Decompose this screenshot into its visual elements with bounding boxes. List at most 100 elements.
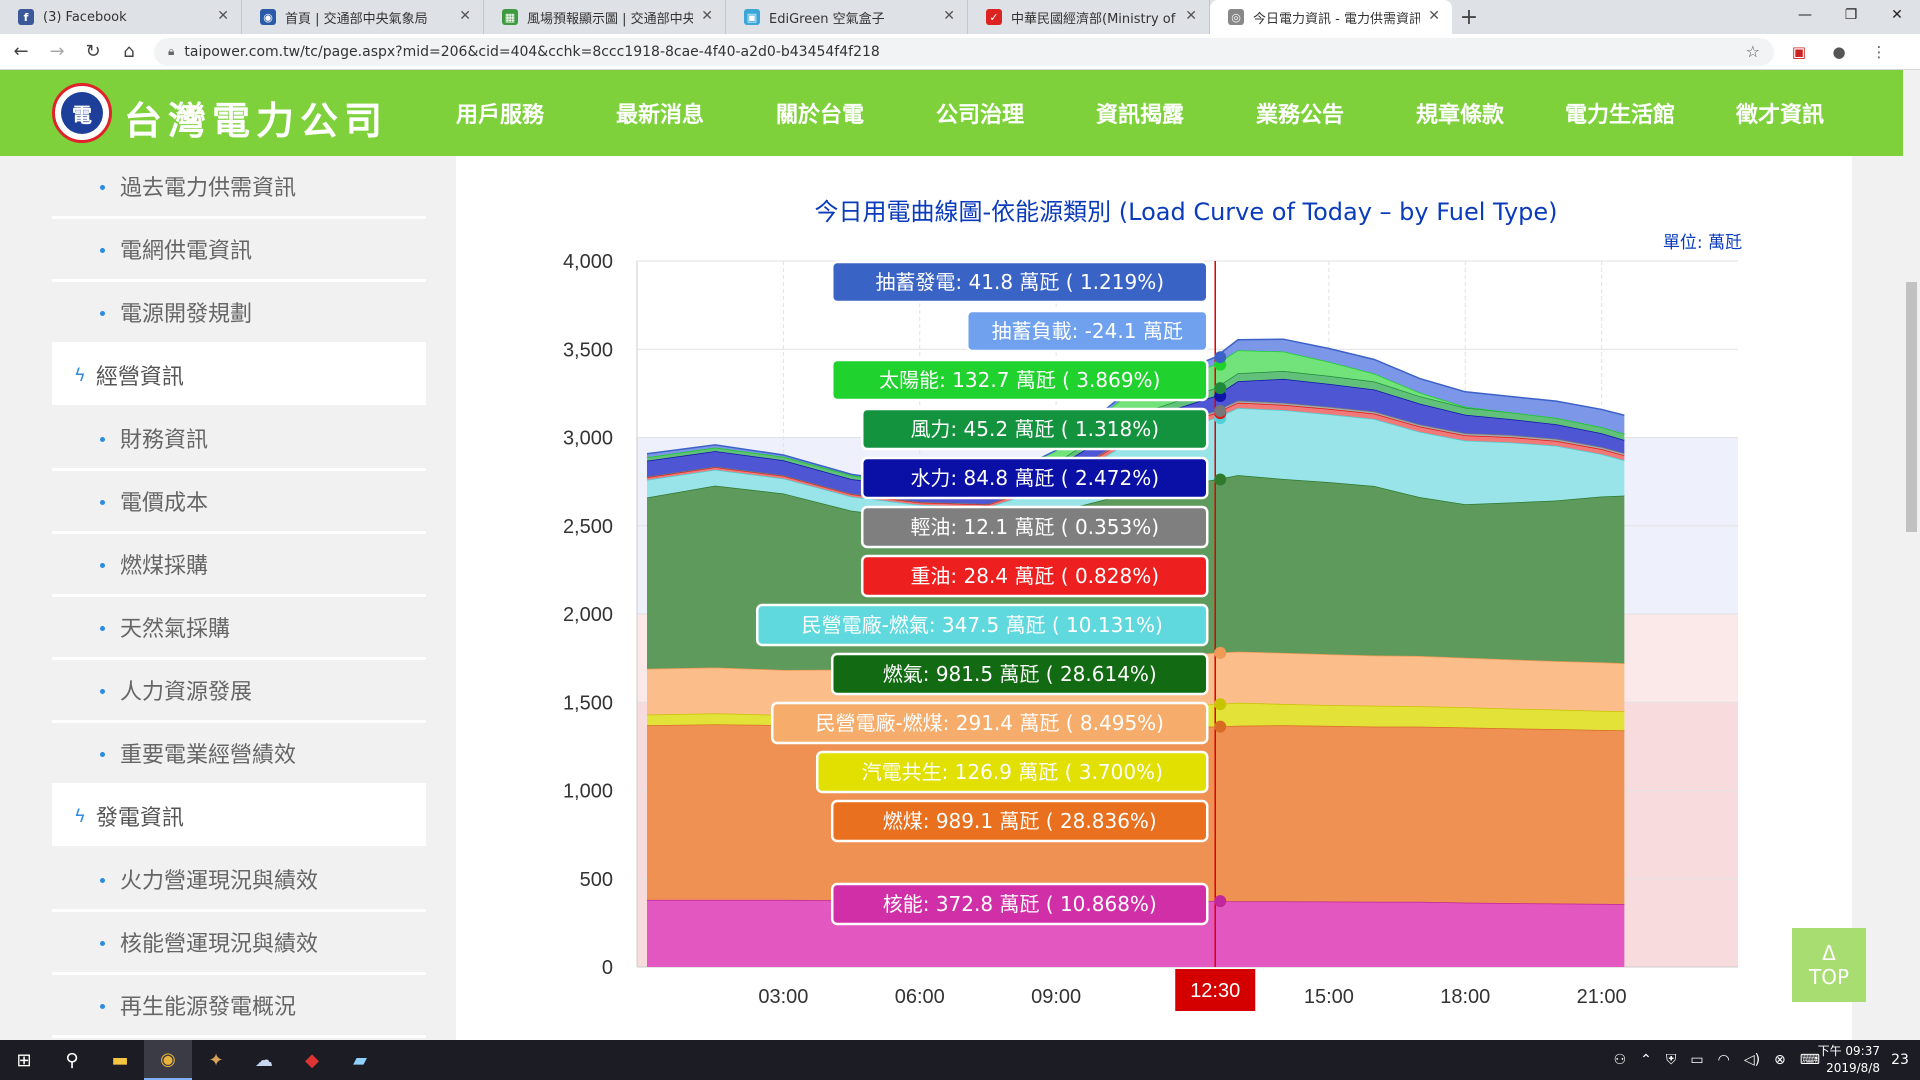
- home-icon[interactable]: ⌂: [123, 41, 135, 62]
- lock-icon[interactable]: 🔒︎: [168, 44, 175, 58]
- y-tick-label: 500: [580, 869, 613, 891]
- cursor-marker: [1214, 646, 1227, 659]
- window-controls: — ❐ ✕: [1782, 0, 1920, 30]
- airbox-icon: ▣: [744, 9, 760, 25]
- y-tick-label: 2,500: [563, 516, 613, 538]
- tab-close-icon[interactable]: ✕: [701, 8, 713, 24]
- scrollbar-thumb[interactable]: [1906, 282, 1917, 532]
- back-to-top-button[interactable]: Δ TOP: [1792, 928, 1866, 1002]
- close-window-icon[interactable]: ✕: [1891, 7, 1903, 23]
- bullet-icon: [100, 752, 105, 757]
- sidebar-item[interactable]: 電價成本: [52, 471, 426, 534]
- sidebar-item[interactable]: 財務資訊: [52, 408, 426, 471]
- app-notes-icon[interactable]: ▰: [353, 1049, 367, 1071]
- main-nav-item[interactable]: 徵才資訊: [1735, 103, 1824, 128]
- sidebar-category[interactable]: ϟ 經營資訊: [52, 345, 426, 408]
- taipower-logo[interactable]: 電: [52, 83, 112, 143]
- sidebar-item[interactable]: 人力資源發展: [52, 660, 426, 723]
- main-nav-item[interactable]: 電力生活館: [1564, 103, 1675, 128]
- sidebar-item[interactable]: 再生能源發電概況: [52, 975, 426, 1038]
- tooltip-box: [860, 554, 1209, 598]
- tooltip-label: 民營電廠-燃氣: 347.5 萬瓩 ( 10.131%): [802, 613, 1163, 637]
- page-scrollbar[interactable]: [1903, 70, 1920, 1040]
- file-explorer-icon[interactable]: ▬: [111, 1049, 129, 1071]
- menu-kebab-icon[interactable]: ⋮: [1871, 42, 1887, 61]
- new-tab-button[interactable]: +: [1459, 4, 1479, 30]
- browser-tab[interactable]: f (3) Facebook ✕: [0, 0, 242, 34]
- reload-icon[interactable]: ↻: [85, 41, 101, 62]
- tab-close-icon[interactable]: ✕: [459, 8, 471, 24]
- main-nav-item[interactable]: 業務公告: [1255, 103, 1344, 128]
- bolt-icon: ϟ: [74, 805, 86, 827]
- tooltip-label: 太陽能: 132.7 萬瓩 ( 3.869%): [879, 368, 1160, 392]
- app-cloud-icon[interactable]: ☁: [255, 1049, 273, 1071]
- tab-close-icon[interactable]: ✕: [217, 8, 229, 24]
- tray-expand-icon[interactable]: ⌃: [1640, 1052, 1652, 1068]
- forward-icon[interactable]: →: [49, 41, 65, 62]
- windows-start-icon[interactable]: ⊞: [16, 1049, 32, 1071]
- browser-tab[interactable]: ▣ EdiGreen 空氣盒子 ✕: [726, 0, 968, 34]
- tab-title: 風場預報顯示圖 | 交通部中央氣: [527, 11, 693, 27]
- extension-icon[interactable]: ▣: [1791, 42, 1807, 61]
- tab-close-icon[interactable]: ✕: [943, 8, 955, 24]
- people-icon[interactable]: ⚇: [1613, 1052, 1627, 1068]
- cursor-marker: [1214, 382, 1227, 395]
- browser-tab[interactable]: ◉ 首頁 | 交通部中央氣象局 ✕: [242, 0, 484, 34]
- sidebar-item[interactable]: 電網供電資訊: [52, 219, 426, 282]
- tooltip-box: [830, 652, 1209, 696]
- tooltip-label: 抽蓄負載: -24.1 萬瓩: [992, 319, 1183, 343]
- tooltip-box: [815, 750, 1209, 794]
- url-bar[interactable]: 🔒︎ taipower.com.tw/tc/page.aspx?mid=206&…: [154, 37, 1774, 66]
- sidebar-item[interactable]: 核能營運現況與績效: [52, 912, 426, 975]
- security-icon[interactable]: ⛨: [1665, 1052, 1677, 1068]
- wifi-icon[interactable]: ◠: [1717, 1052, 1730, 1068]
- main-nav-item[interactable]: 規章條款: [1415, 103, 1504, 128]
- cursor-marker: [1214, 351, 1227, 364]
- app-fox-icon[interactable]: ✦: [208, 1049, 224, 1071]
- minimize-icon[interactable]: —: [1798, 7, 1812, 23]
- y-tick-label: 0: [602, 957, 613, 979]
- main-nav-item[interactable]: 公司治理: [935, 103, 1024, 128]
- sidebar-item[interactable]: 電源開發規劃: [52, 282, 426, 345]
- tooltip-box: [860, 407, 1209, 451]
- volume-icon[interactable]: ◁): [1743, 1052, 1761, 1068]
- tooltip-box: [860, 456, 1209, 500]
- tab-strip: f (3) Facebook ✕ ◉ 首頁 | 交通部中央氣象局 ✕ ▦ 風場預報顯示圖 | …: [0, 0, 1452, 34]
- y-tick-label: 2,000: [563, 604, 613, 626]
- sidebar-item[interactable]: 重要電業經營績效: [52, 723, 426, 786]
- maximize-icon[interactable]: ❐: [1844, 7, 1858, 23]
- main-nav-item[interactable]: 最新消息: [615, 103, 704, 128]
- tab-close-icon[interactable]: ✕: [1428, 8, 1440, 24]
- main-nav-item[interactable]: 用戶服務: [455, 103, 544, 128]
- notification-icon[interactable]: 23: [1886, 1046, 1914, 1074]
- sidebar-item[interactable]: 過去電力供需資訊: [52, 156, 426, 219]
- taskbar-clock[interactable]: 下午 09:37 2019/8/8: [1818, 1043, 1880, 1077]
- x-tick-label: 15:00: [1304, 986, 1354, 1008]
- browser-tab[interactable]: ✓ 中華民國經濟部(Ministry of Eco ✕: [968, 0, 1210, 34]
- cursor-marker: [1214, 895, 1227, 908]
- battery-icon[interactable]: ▭: [1690, 1052, 1704, 1068]
- bookmark-star-icon[interactable]: ☆: [1745, 41, 1760, 61]
- cursor-marker: [1214, 698, 1227, 711]
- profile-avatar-icon[interactable]: ●: [1832, 42, 1846, 61]
- tab-close-icon[interactable]: ✕: [1185, 8, 1197, 24]
- browser-tab[interactable]: ◎ 今日電力資訊 - 電力供需資訊 - ✕: [1210, 0, 1452, 34]
- back-icon[interactable]: ←: [13, 41, 29, 62]
- sidebar-category[interactable]: ϟ 發電資訊: [52, 786, 426, 849]
- browser-tab[interactable]: ▦ 風場預報顯示圖 | 交通部中央氣 ✕: [484, 0, 726, 34]
- main-nav-item[interactable]: 關於台電: [775, 103, 864, 128]
- keyboard-icon[interactable]: ⌨: [1799, 1052, 1820, 1068]
- app-red-icon[interactable]: ◆: [305, 1049, 319, 1071]
- sidebar-item[interactable]: 天然氣採購: [52, 597, 426, 660]
- search-icon[interactable]: ⚲: [65, 1049, 79, 1071]
- map-icon: ▦: [502, 9, 518, 25]
- sidebar-label: 發電資訊: [95, 806, 184, 831]
- tooltip-label: 燃氣: 981.5 萬瓩 ( 28.614%): [883, 662, 1157, 686]
- tooltip-label: 汽電共生: 126.9 萬瓩 ( 3.700%): [862, 760, 1163, 784]
- y-tick-label: 3,500: [563, 339, 613, 361]
- sidebar-item[interactable]: 燃煤採購: [52, 534, 426, 597]
- site-brand[interactable]: 台灣電力公司: [124, 98, 389, 143]
- chrome-icon[interactable]: ◉: [144, 1040, 192, 1080]
- sidebar-item[interactable]: 火力營運現況與績效: [52, 849, 426, 912]
- input-method-icon[interactable]: ⊗: [1774, 1052, 1786, 1068]
